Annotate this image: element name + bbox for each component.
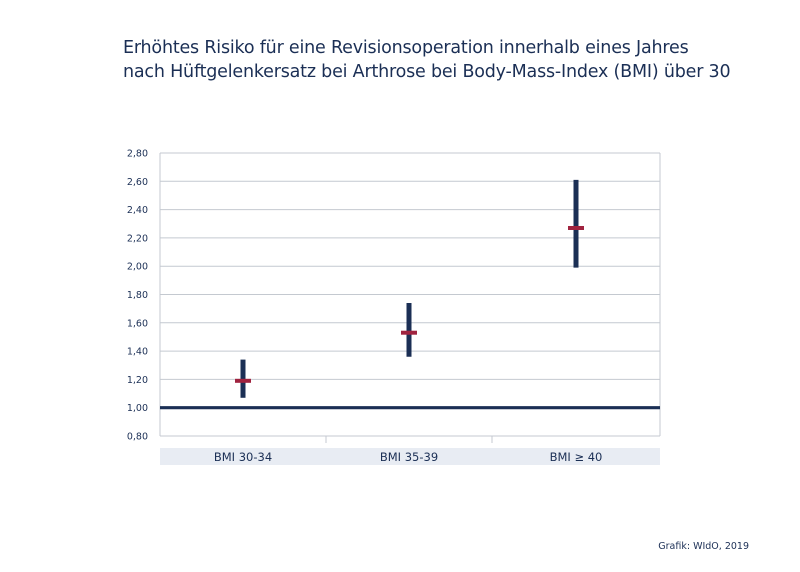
x-category-band <box>160 448 660 465</box>
y-tick-label: 1,00 <box>127 403 148 414</box>
y-tick-label: 1,60 <box>127 318 148 329</box>
y-tick-label: 2,80 <box>127 149 148 160</box>
y-tick-label: 2,60 <box>127 177 148 188</box>
x-category-label: BMI 35-39 <box>380 450 438 464</box>
chart-title-line-2: nach Hüftgelenkersatz bei Arthrose bei B… <box>123 62 731 82</box>
source-note: Grafik: WIdO, 2019 <box>658 541 749 552</box>
x-axis-tick-labels: BMI 30-34 BMI 35-39 BMI ≥ 40 <box>214 450 603 464</box>
confidence-intervals <box>240 179 579 398</box>
y-axis-tick-labels: 0,80 1,00 1,20 1,40 1,60 1,80 2,00 2,20 2,40 2,60… <box>127 149 148 443</box>
point-estimate <box>235 378 251 383</box>
point-estimate <box>568 225 584 230</box>
x-category-label: BMI ≥ 40 <box>550 450 603 464</box>
y-tick-label: 1,20 <box>127 375 148 386</box>
y-tick-label: 2,20 <box>127 233 148 244</box>
x-category-label: BMI 30-34 <box>214 450 272 464</box>
y-tick-label: 1,80 <box>127 290 148 301</box>
x-category-band-rect <box>160 448 660 465</box>
chart-title-line-1: Erhöhtes Risiko für eine Revisionsoperat… <box>123 38 689 58</box>
point-estimates <box>235 225 584 383</box>
y-tick-label: 2,40 <box>127 205 148 216</box>
y-tick-label: 2,00 <box>127 262 148 273</box>
y-tick-label: 1,40 <box>127 347 148 358</box>
y-tick-label: 0,80 <box>127 432 148 443</box>
point-estimate <box>401 330 417 335</box>
chart-title: Erhöhtes Risiko für eine Revisionsoperat… <box>123 36 763 84</box>
gridlines <box>159 152 661 443</box>
